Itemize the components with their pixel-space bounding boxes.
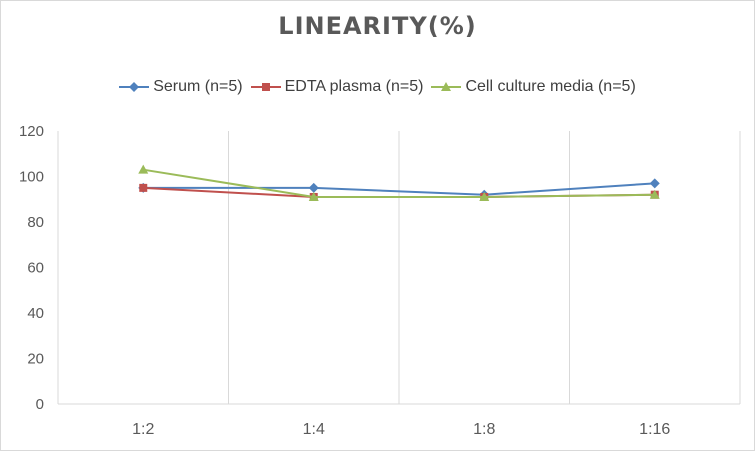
- x-tick-label: 1:2: [132, 421, 154, 438]
- y-tick-label: 80: [27, 214, 44, 231]
- y-tick-label: 0: [36, 396, 44, 413]
- data-point-serum: [649, 178, 660, 189]
- legend-label-edta-plasma: EDTA plasma (n=5): [284, 78, 424, 95]
- y-tick-label: 60: [27, 260, 44, 277]
- legend-label-cell-culture-media: Cell culture media (n=5): [465, 78, 636, 95]
- series-line-serum: [143, 182, 655, 196]
- x-tick-label: 1:8: [473, 421, 495, 438]
- legend-item-edta-plasma: EDTA plasma (n=5): [250, 78, 424, 96]
- data-point-cell-culture-media: [138, 164, 149, 174]
- legend-marker-cell-culture-media: [431, 82, 462, 91]
- chart-legend: Serum (n=5) EDTA plasma (n=5) Cell cultu…: [0, 78, 755, 96]
- data-point-cell-culture-media: [479, 191, 490, 201]
- data-point-cell-culture-media: [649, 189, 660, 199]
- y-tick-label: 20: [27, 351, 44, 368]
- y-tick-label: 100: [19, 169, 44, 186]
- data-point-serum: [308, 182, 319, 193]
- x-tick-label: 1:16: [639, 421, 670, 438]
- x-tick-label: 1:4: [303, 421, 325, 438]
- legend-item-cell-culture-media: Cell culture media (n=5): [431, 78, 636, 96]
- y-tick-label: 40: [27, 305, 44, 322]
- legend-label-serum: Serum (n=5): [153, 78, 243, 95]
- y-tick-label: 120: [19, 123, 44, 140]
- series-line-cell-culture-media: [143, 168, 655, 198]
- data-point-edta-plasma: [139, 183, 148, 192]
- chart-title: LINEARITY(%): [278, 12, 477, 40]
- legend-marker-edta-plasma: [250, 83, 281, 91]
- data-point-cell-culture-media: [308, 191, 319, 201]
- legend-marker-serum: [119, 82, 150, 92]
- legend-item-serum: Serum (n=5): [119, 78, 243, 96]
